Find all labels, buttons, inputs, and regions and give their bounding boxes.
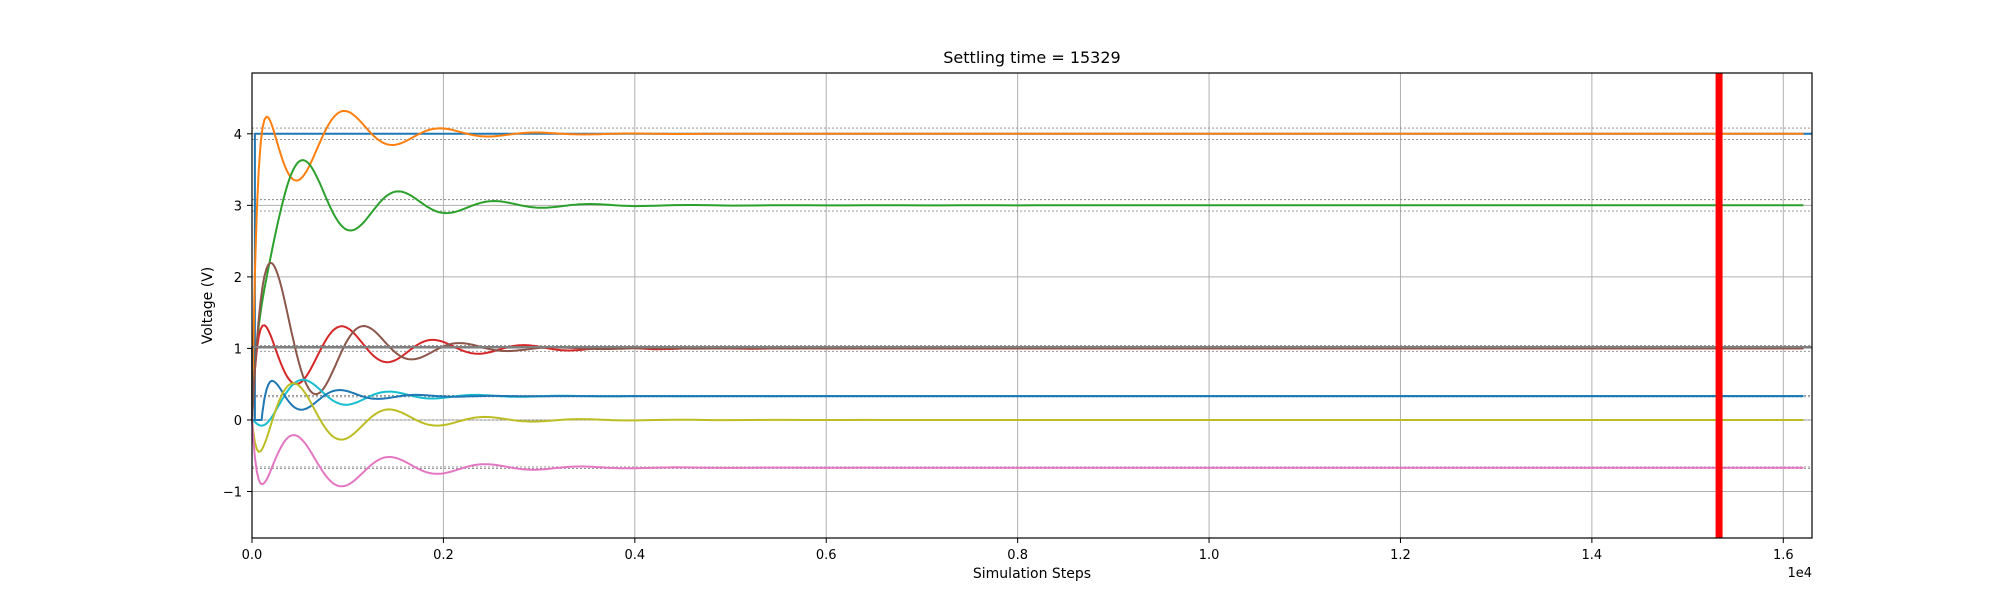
y-tick-label: 4 [234,128,242,143]
series-line-1 [251,110,1804,421]
plot-frame [251,72,1813,539]
y-tick-label: 1 [234,342,242,357]
series-line-6 [252,379,1804,421]
x-tick-label: 0.8 [1007,548,1028,563]
x-axis-scale-label: 1e4 [1787,566,1812,581]
x-tick-label: 0.6 [816,548,837,563]
x-tick-label: 0.2 [433,548,454,563]
series-line-4 [251,261,1804,421]
y-tick-label: 3 [234,199,242,214]
x-tick-label: 1.4 [1582,548,1603,563]
x-tick-label: 1.0 [1199,548,1220,563]
series-line-2 [251,159,1804,421]
series-line-7 [251,382,1804,453]
y-tick-label: −1 [223,486,242,501]
ticks: 0.0 0.2 0.4 0.6 0.8 1.0 1.2 1.4 1.6 −1 0 1 2 3 4 [223,128,1794,563]
x-tick-label: 1.6 [1773,548,1794,563]
x-tick-label: 0.0 [242,548,263,563]
series-line-8 [251,419,1804,488]
x-axis-label: Simulation Steps [973,566,1091,582]
y-axis-label: Voltage (V) [200,267,216,344]
y-tick-label: 2 [234,271,242,286]
y-tick-label: 0 [234,414,242,429]
x-tick-label: 1.2 [1390,548,1411,563]
x-tick-label: 0.4 [624,548,645,563]
chart-title: Settling time = 15329 [943,48,1120,67]
